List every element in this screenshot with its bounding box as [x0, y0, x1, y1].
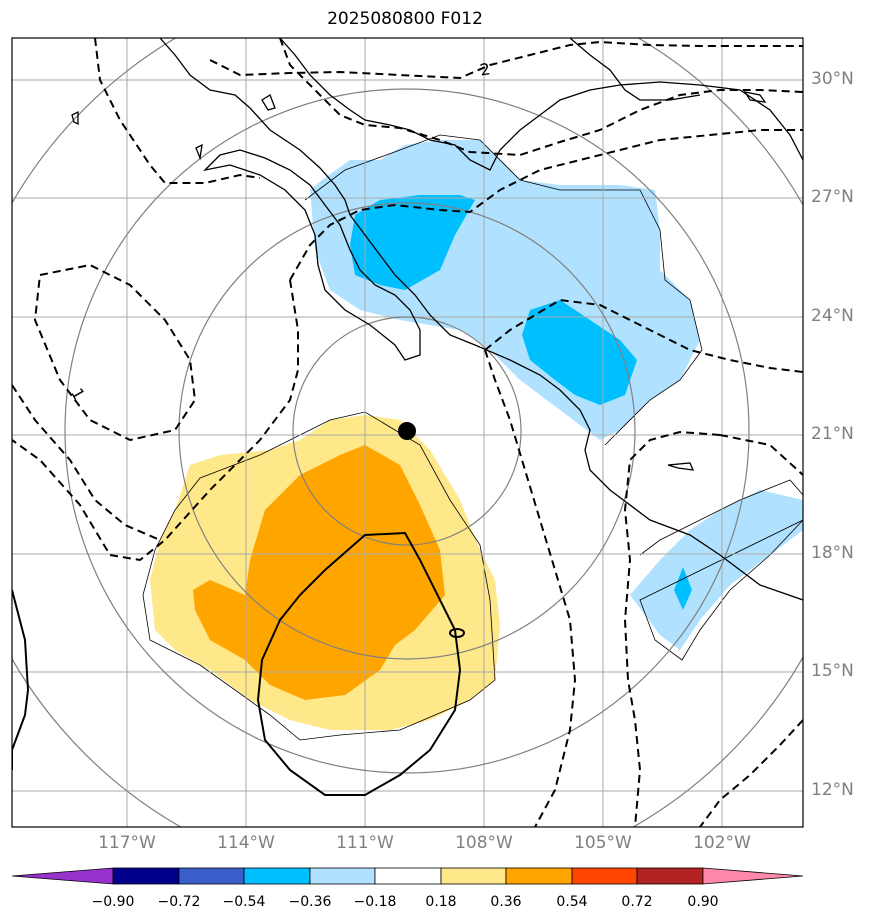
lon-label-111w: 111°W	[336, 833, 394, 853]
coastlines	[71, 38, 803, 601]
lat-label-27n: 27°N	[811, 187, 854, 207]
deep-blue-area-1	[350, 195, 475, 290]
deep-blue-area-2	[522, 300, 637, 405]
colorbar-tick: −0.90	[91, 894, 135, 910]
colorbar	[11, 867, 804, 885]
lon-label-114w: 114°W	[217, 833, 275, 853]
orange-area	[193, 445, 445, 700]
lat-label-24n: 24°N	[811, 306, 854, 326]
lat-label-21n: 21°N	[811, 424, 854, 444]
lon-label-108w: 108°W	[455, 833, 513, 853]
light-blue-area-north	[310, 140, 700, 440]
storm-center-marker	[398, 422, 416, 440]
colorbar-tick: −0.36	[288, 894, 332, 910]
map-title: 2025080800 F012	[327, 9, 483, 29]
light-blue-area-southeast	[630, 490, 803, 650]
colorbar-tick: 0.18	[425, 894, 457, 910]
lat-label-18n: 18°N	[811, 543, 854, 563]
lon-label-102w: 102°W	[693, 833, 751, 853]
solid-contours	[12, 531, 465, 796]
contour-label-1: 1	[67, 385, 89, 403]
colorbar-tick: 0.72	[621, 894, 653, 910]
colorbar-tick: −0.18	[353, 894, 397, 910]
map-frame	[11, 37, 804, 828]
graticule	[12, 38, 803, 827]
contour-label-2: 2	[478, 59, 491, 79]
lon-label-117w: 117°W	[98, 833, 156, 853]
dashed-contours	[12, 38, 803, 827]
colorbar-tick: 0.36	[490, 894, 522, 910]
colorbar-tick: −0.54	[222, 894, 266, 910]
colorbar-tick: 0.54	[556, 894, 588, 910]
lon-label-105w: 105°W	[574, 833, 632, 853]
colorbar-tick: −0.72	[157, 894, 201, 910]
lat-label-30n: 30°N	[811, 69, 854, 89]
lat-label-15n: 15°N	[811, 661, 854, 681]
lat-label-12n: 12°N	[811, 780, 854, 800]
range-rings	[12, 38, 803, 827]
deep-blue-area-small	[674, 567, 692, 610]
colorbar-tick: 0.90	[687, 894, 719, 910]
